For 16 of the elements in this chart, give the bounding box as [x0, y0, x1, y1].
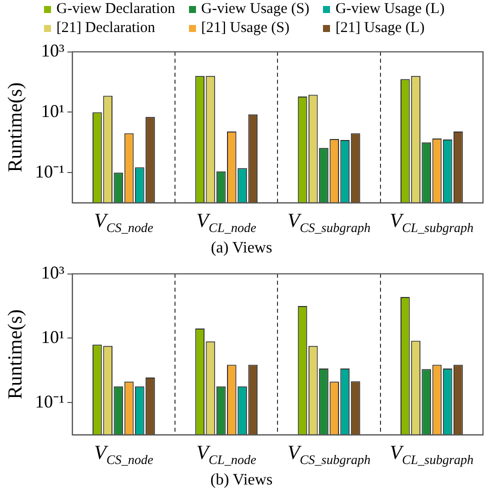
y-tick-label: 10¹: [40, 100, 64, 121]
text: (a) Views: [210, 240, 272, 257]
y-axis-title: Runtime(s): [4, 309, 26, 400]
legend-label: G-view Usage (S): [201, 0, 310, 19]
y-tick-label: 10³: [40, 262, 65, 283]
y-axis-title: Runtime(s): [4, 82, 26, 172]
y-tick-label: 10¹: [40, 326, 64, 347]
y-tick-label: 10⁻¹: [34, 161, 64, 182]
legend-label: G-view Usage (L): [335, 0, 445, 19]
y-tick-label: 10⁻¹: [34, 391, 64, 412]
legend-label: [21] Declaration: [56, 19, 156, 38]
y-tick-label: 10³: [40, 40, 65, 61]
legend-label: [21] Usage (S): [201, 19, 290, 38]
legend-label: G-view Declaration: [56, 0, 176, 19]
text: (b) Views: [210, 472, 273, 489]
legend-label: [21] Usage (L): [335, 19, 425, 38]
